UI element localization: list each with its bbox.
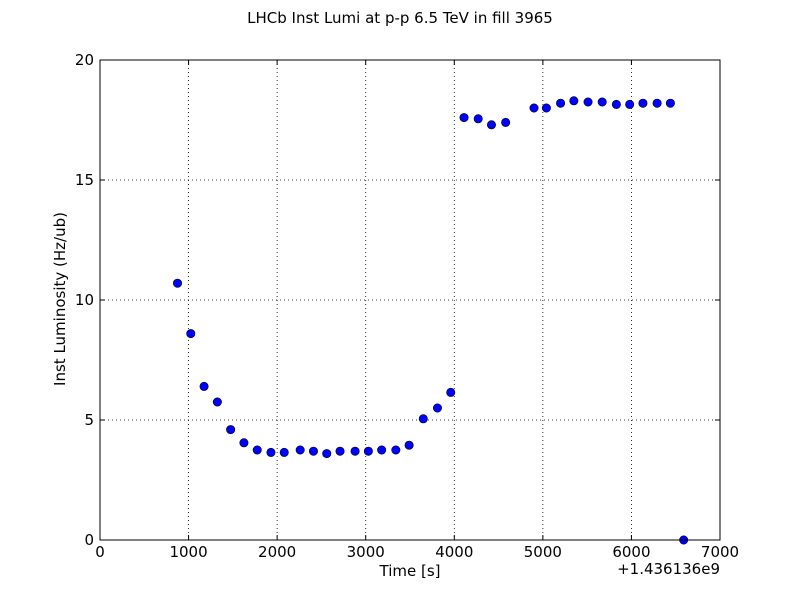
data-point <box>529 103 539 113</box>
data-point <box>279 447 289 457</box>
tick-labels: 0 1000 2000 3000 4000 5000 6000 7000 0 5 10 15 20 <box>75 51 739 561</box>
x-tick-label: 7000 <box>701 543 739 561</box>
data-point <box>486 120 496 130</box>
y-tick-label: 5 <box>84 411 94 429</box>
data-points <box>173 96 689 545</box>
x-axis-title: Time [s] <box>379 562 441 580</box>
data-point <box>432 403 442 413</box>
data-point <box>212 397 222 407</box>
data-point <box>611 99 621 109</box>
data-point <box>363 446 373 456</box>
y-tick-label: 15 <box>75 171 94 189</box>
y-tick-label: 0 <box>84 531 94 549</box>
x-tick-label: 1000 <box>169 543 207 561</box>
data-point <box>473 114 483 124</box>
data-point <box>652 98 662 108</box>
data-point <box>322 449 332 459</box>
y-axis-title: Inst Luminosity (Hz/ub) <box>51 212 69 386</box>
data-point <box>226 425 236 435</box>
data-point <box>501 117 511 127</box>
data-point <box>583 97 593 107</box>
data-point <box>418 414 428 424</box>
data-point <box>391 445 401 455</box>
data-point <box>556 98 566 108</box>
x-tick-label: 0 <box>95 543 105 561</box>
data-point <box>266 447 276 457</box>
y-tick-label: 20 <box>75 51 94 69</box>
data-point <box>173 278 183 288</box>
data-point <box>186 329 196 339</box>
grid <box>100 60 720 540</box>
axis-ticks <box>99 59 721 541</box>
data-point <box>335 446 345 456</box>
y-tick-label: 10 <box>75 291 94 309</box>
data-point <box>638 98 648 108</box>
x-tick-label: 3000 <box>347 543 385 561</box>
data-point <box>239 438 249 448</box>
data-point <box>597 97 607 107</box>
x-tick-label: 5000 <box>524 543 562 561</box>
data-point <box>404 440 414 450</box>
x-axis-offset-label: +1.436136e9 <box>617 560 720 578</box>
data-point <box>295 445 305 455</box>
data-point <box>377 445 387 455</box>
data-point <box>446 387 456 397</box>
data-point <box>665 98 675 108</box>
x-tick-label: 6000 <box>612 543 650 561</box>
data-point <box>569 96 579 106</box>
data-point <box>541 103 551 113</box>
data-point <box>350 446 360 456</box>
data-point <box>252 445 262 455</box>
data-point <box>625 99 635 109</box>
data-point <box>308 446 318 456</box>
chart-title: LHCb Inst Lumi at p-p 6.5 TeV in fill 39… <box>247 9 553 27</box>
data-point <box>199 381 209 391</box>
data-point <box>459 113 469 123</box>
x-tick-label: 2000 <box>258 543 296 561</box>
x-tick-label: 4000 <box>435 543 473 561</box>
